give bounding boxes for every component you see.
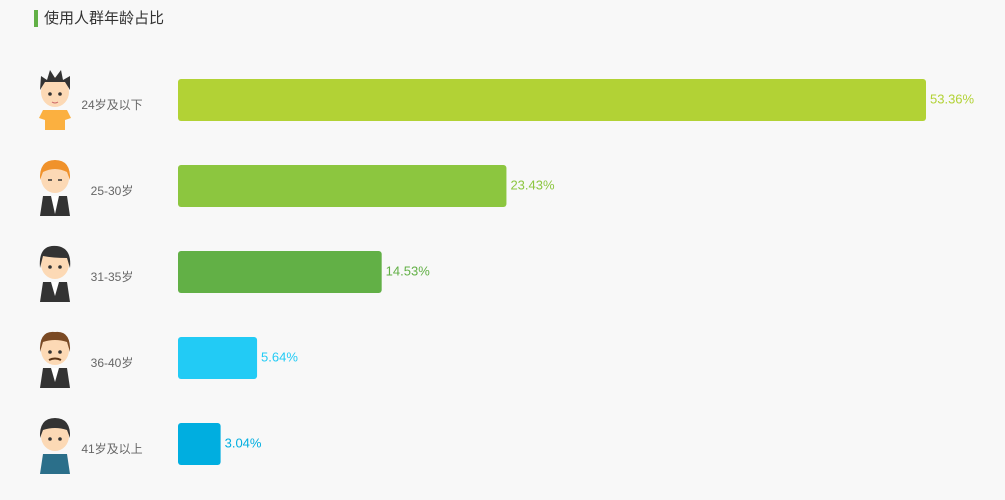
- category-label: 31-35岁: [91, 269, 134, 284]
- avatar-icon: [39, 160, 71, 216]
- bar: [178, 423, 221, 465]
- bar: [178, 251, 382, 293]
- avatar-icon: [39, 418, 71, 474]
- category-label: 41岁及以上: [81, 441, 142, 456]
- category-label: 36-40岁: [91, 355, 134, 370]
- category-label: 25-30岁: [91, 183, 134, 198]
- value-label: 14.53%: [386, 263, 431, 278]
- value-label: 3.04%: [225, 435, 262, 450]
- bar: [178, 79, 926, 121]
- title-accent: [34, 10, 38, 27]
- category-label: 24岁及以下: [81, 97, 142, 112]
- bar: [178, 337, 258, 379]
- value-label: 23.43%: [510, 177, 555, 192]
- avatar-icon: [39, 70, 71, 130]
- chart-title: 使用人群年龄占比: [44, 10, 164, 27]
- value-label: 53.36%: [930, 91, 975, 106]
- value-label: 5.64%: [261, 349, 298, 364]
- avatar-icon: [39, 331, 71, 388]
- bar: [178, 165, 507, 207]
- avatar-icon: [39, 245, 71, 302]
